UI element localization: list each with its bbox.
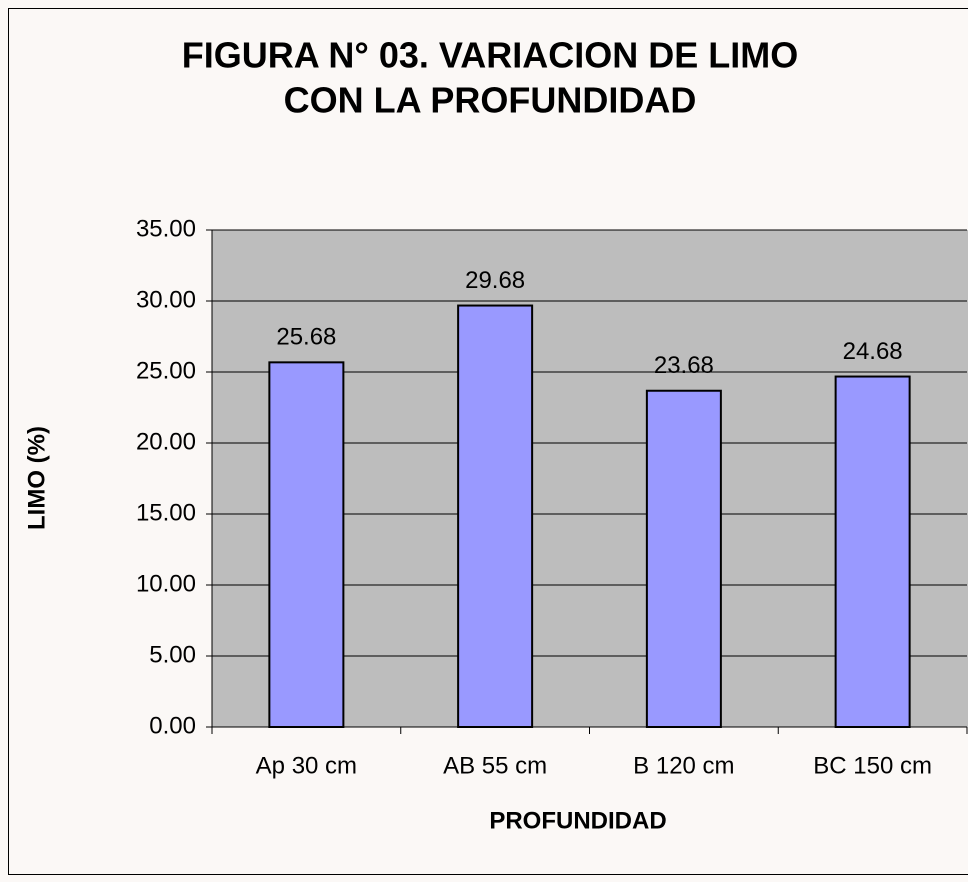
y-tick-label: 5.00 <box>149 641 196 668</box>
y-axis-label: LIMO (%) <box>23 426 50 530</box>
data-label: 25.68 <box>276 324 336 351</box>
y-tick-label: 35.00 <box>136 215 196 242</box>
data-label: 23.68 <box>654 352 714 379</box>
data-label: 24.68 <box>843 338 903 365</box>
bar <box>268 361 345 728</box>
chart-frame <box>8 8 968 875</box>
bar <box>834 375 911 728</box>
y-tick-label: 20.00 <box>136 428 196 455</box>
bar <box>645 389 722 728</box>
x-tick-label: Ap 30 cm <box>256 752 357 779</box>
chart-title: FIGURA N° 03. VARIACION DE LIMO <box>182 35 798 76</box>
data-label: 29.68 <box>465 267 525 294</box>
y-tick-label: 25.00 <box>136 357 196 384</box>
y-tick-label: 30.00 <box>136 286 196 313</box>
chart-title: CON LA PROFUNDIDAD <box>284 80 697 121</box>
bar <box>457 304 534 728</box>
y-tick-label: 10.00 <box>136 570 196 597</box>
x-tick-label: B 120 cm <box>633 752 734 779</box>
y-tick-label: 0.00 <box>149 712 196 739</box>
x-axis-label: PROFUNDIDAD <box>489 807 666 834</box>
y-tick-label: 15.00 <box>136 499 196 526</box>
x-tick-label: AB 55 cm <box>443 752 547 779</box>
x-tick-label: BC 150 cm <box>813 752 932 779</box>
